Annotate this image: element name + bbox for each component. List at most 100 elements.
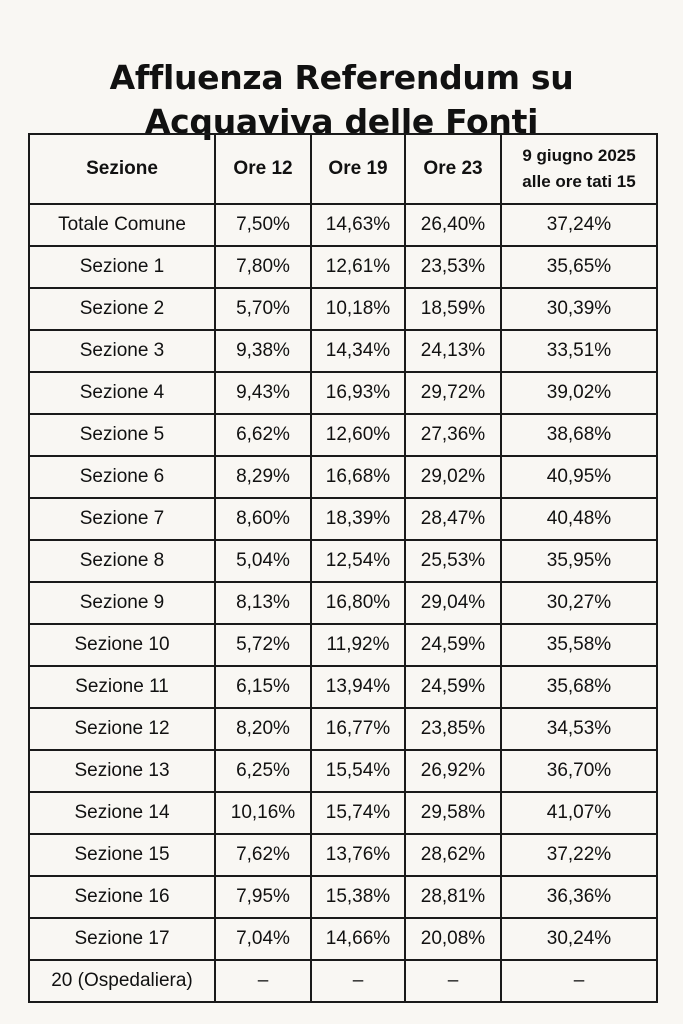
cell-ore-23: 29,02% xyxy=(404,455,502,499)
cell-9-giugno: 35,58% xyxy=(500,623,658,667)
turnout-table: Sezione Ore 12 Ore 19 Ore 23 9 giugno 20… xyxy=(28,133,658,1003)
cell-ore-19: 12,54% xyxy=(310,539,406,583)
table-row: Sezione 7 8,60% 18,39% 28,47% 40,48% xyxy=(28,497,658,541)
cell-ore-19: 18,39% xyxy=(310,497,406,541)
header-row: Sezione Ore 12 Ore 19 Ore 23 9 giugno 20… xyxy=(28,133,658,205)
cell-ore-23: 20,08% xyxy=(404,917,502,961)
cell-ore-23: 26,40% xyxy=(404,203,502,247)
cell-ore-12: 8,60% xyxy=(214,497,312,541)
cell-sezione: 20 (Ospedaliera) xyxy=(28,959,216,1003)
cell-sezione: Sezione 8 xyxy=(28,539,216,583)
cell-sezione: Sezione 1 xyxy=(28,245,216,289)
cell-ore-12: 6,62% xyxy=(214,413,312,457)
table-row: 20 (Ospedaliera) – – – – xyxy=(28,959,658,1003)
cell-9-giugno: 40,48% xyxy=(500,497,658,541)
cell-ore-23: 28,47% xyxy=(404,497,502,541)
cell-sezione: Sezione 15 xyxy=(28,833,216,877)
cell-ore-12: 5,72% xyxy=(214,623,312,667)
cell-ore-19: 10,18% xyxy=(310,287,406,331)
cell-ore-12: – xyxy=(214,959,312,1003)
cell-sezione: Sezione 10 xyxy=(28,623,216,667)
table-row: Sezione 12 8,20% 16,77% 23,85% 34,53% xyxy=(28,707,658,751)
cell-ore-23: 27,36% xyxy=(404,413,502,457)
cell-ore-12: 8,13% xyxy=(214,581,312,625)
cell-sezione: Sezione 3 xyxy=(28,329,216,373)
cell-ore-12: 9,43% xyxy=(214,371,312,415)
cell-sezione: Sezione 5 xyxy=(28,413,216,457)
cell-9-giugno: 37,22% xyxy=(500,833,658,877)
cell-ore-19: 12,61% xyxy=(310,245,406,289)
cell-ore-23: 28,62% xyxy=(404,833,502,877)
header-sezione: Sezione xyxy=(28,133,216,205)
cell-ore-19: 15,74% xyxy=(310,791,406,835)
cell-ore-23: 29,58% xyxy=(404,791,502,835)
cell-ore-19: 16,93% xyxy=(310,371,406,415)
cell-sezione: Sezione 6 xyxy=(28,455,216,499)
cell-ore-23: 23,53% xyxy=(404,245,502,289)
cell-9-giugno: 37,24% xyxy=(500,203,658,247)
table-row: Sezione 14 10,16% 15,74% 29,58% 41,07% xyxy=(28,791,658,835)
table-row: Sezione 2 5,70% 10,18% 18,59% 30,39% xyxy=(28,287,658,331)
cell-ore-19: 14,63% xyxy=(310,203,406,247)
cell-ore-19: 13,94% xyxy=(310,665,406,709)
cell-9-giugno: 35,68% xyxy=(500,665,658,709)
header-9-giugno: 9 giugno 2025 alle ore tati 15 xyxy=(500,133,658,205)
cell-ore-19: 16,68% xyxy=(310,455,406,499)
cell-sezione: Sezione 4 xyxy=(28,371,216,415)
title-line-1: Affluenza Referendum su xyxy=(109,58,574,98)
table-row: Sezione 8 5,04% 12,54% 25,53% 35,95% xyxy=(28,539,658,583)
cell-ore-19: 12,60% xyxy=(310,413,406,457)
cell-sezione: Sezione 12 xyxy=(28,707,216,751)
table-row: Sezione 6 8,29% 16,68% 29,02% 40,95% xyxy=(28,455,658,499)
table-body: Totale Comune 7,50% 14,63% 26,40% 37,24% Sezi… xyxy=(28,203,658,1003)
cell-9-giugno: 34,53% xyxy=(500,707,658,751)
table-row: Sezione 15 7,62% 13,76% 28,62% 37,22% xyxy=(28,833,658,877)
cell-ore-12: 7,95% xyxy=(214,875,312,919)
cell-ore-12: 7,04% xyxy=(214,917,312,961)
cell-ore-23: – xyxy=(404,959,502,1003)
cell-ore-19: 15,38% xyxy=(310,875,406,919)
cell-9-giugno: 36,70% xyxy=(500,749,658,793)
cell-ore-19: 16,80% xyxy=(310,581,406,625)
cell-ore-12: 9,38% xyxy=(214,329,312,373)
header-ore-12: Ore 12 xyxy=(214,133,312,205)
cell-9-giugno: 35,95% xyxy=(500,539,658,583)
cell-ore-12: 5,70% xyxy=(214,287,312,331)
cell-ore-12: 6,15% xyxy=(214,665,312,709)
cell-ore-19: 14,66% xyxy=(310,917,406,961)
table-row: Sezione 10 5,72% 11,92% 24,59% 35,58% xyxy=(28,623,658,667)
cell-sezione: Sezione 13 xyxy=(28,749,216,793)
cell-ore-12: 5,04% xyxy=(214,539,312,583)
cell-ore-12: 6,25% xyxy=(214,749,312,793)
cell-sezione: Sezione 7 xyxy=(28,497,216,541)
cell-9-giugno: 30,39% xyxy=(500,287,658,331)
cell-ore-23: 24,59% xyxy=(404,665,502,709)
cell-sezione: Sezione 16 xyxy=(28,875,216,919)
header-ore-19: Ore 19 xyxy=(310,133,406,205)
cell-ore-12: 8,29% xyxy=(214,455,312,499)
table-row: Sezione 11 6,15% 13,94% 24,59% 35,68% xyxy=(28,665,658,709)
table-row: Sezione 4 9,43% 16,93% 29,72% 39,02% xyxy=(28,371,658,415)
cell-ore-12: 10,16% xyxy=(214,791,312,835)
table-row: Sezione 13 6,25% 15,54% 26,92% 36,70% xyxy=(28,749,658,793)
header-ore-23: Ore 23 xyxy=(404,133,502,205)
page-title: Affluenza Referendum su Acquaviva delle … xyxy=(0,56,683,144)
cell-ore-23: 29,04% xyxy=(404,581,502,625)
cell-sezione: Totale Comune xyxy=(28,203,216,247)
cell-9-giugno: 30,24% xyxy=(500,917,658,961)
cell-sezione: Sezione 2 xyxy=(28,287,216,331)
cell-ore-12: 7,80% xyxy=(214,245,312,289)
cell-ore-23: 24,59% xyxy=(404,623,502,667)
cell-ore-12: 8,20% xyxy=(214,707,312,751)
table-row: Sezione 5 6,62% 12,60% 27,36% 38,68% xyxy=(28,413,658,457)
cell-sezione: Sezione 17 xyxy=(28,917,216,961)
cell-9-giugno: 33,51% xyxy=(500,329,658,373)
cell-ore-19: 15,54% xyxy=(310,749,406,793)
cell-9-giugno: 40,95% xyxy=(500,455,658,499)
cell-ore-19: 16,77% xyxy=(310,707,406,751)
cell-9-giugno: – xyxy=(500,959,658,1003)
cell-sezione: Sezione 11 xyxy=(28,665,216,709)
cell-ore-12: 7,62% xyxy=(214,833,312,877)
cell-ore-23: 24,13% xyxy=(404,329,502,373)
cell-ore-23: 23,85% xyxy=(404,707,502,751)
